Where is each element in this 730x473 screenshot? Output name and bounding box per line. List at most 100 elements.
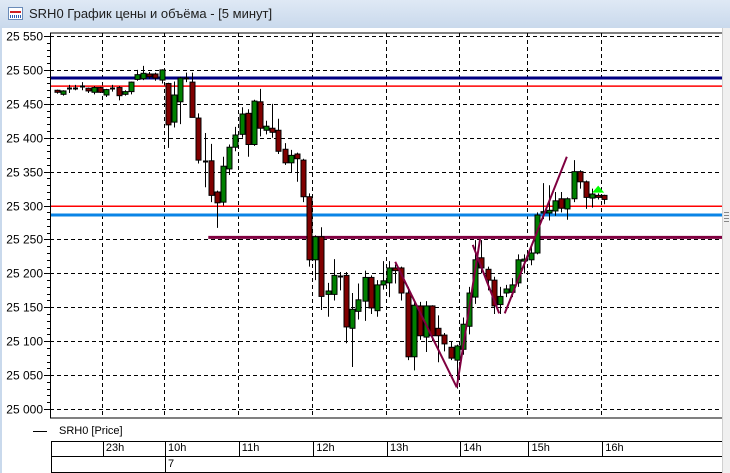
candle <box>528 246 535 266</box>
candle <box>189 72 196 118</box>
candle <box>73 84 78 91</box>
candle <box>203 132 208 188</box>
candle <box>165 82 172 148</box>
candle <box>220 156 227 206</box>
candle-body <box>214 191 221 204</box>
candle <box>97 86 104 93</box>
candle <box>441 333 448 352</box>
candle <box>282 143 289 165</box>
y-tick-label: 25 000 <box>6 403 43 417</box>
candle <box>232 126 239 152</box>
candle <box>159 69 166 84</box>
candle <box>85 87 92 93</box>
vertical-scrollbar[interactable] <box>722 28 730 473</box>
candle <box>91 86 98 95</box>
candle-body <box>349 308 356 329</box>
candle-body <box>583 181 590 198</box>
time-axis-hour-label: 11h <box>238 441 313 457</box>
candle <box>269 103 276 138</box>
y-tick-label: 25 450 <box>6 98 43 112</box>
candle <box>374 280 381 317</box>
candle-body <box>368 276 375 309</box>
candle-body <box>362 276 369 302</box>
candle-body <box>601 194 608 200</box>
candle-body <box>343 274 350 328</box>
candle <box>60 90 67 96</box>
candle-body <box>60 90 67 95</box>
candle-body <box>195 117 202 161</box>
candle-body <box>497 295 504 306</box>
trend-line <box>471 244 501 314</box>
candle <box>239 107 246 138</box>
y-tick-label: 25 400 <box>6 132 43 146</box>
candle <box>564 197 571 220</box>
time-axis-hour-label: 13h <box>387 441 460 457</box>
candle-body <box>300 159 307 198</box>
trend-line <box>394 261 458 388</box>
time-axis-table: 23h 10h 11h 12h 13h 14h 15h 16h 7 <box>51 441 722 473</box>
candle-body <box>54 89 61 93</box>
candle <box>177 76 184 125</box>
candle-body <box>485 268 492 281</box>
candle <box>338 272 343 291</box>
candle-body <box>282 148 289 164</box>
candle-body <box>245 112 252 146</box>
candle-body <box>318 236 325 297</box>
scrollbar-grip-icon[interactable] <box>724 212 729 222</box>
candle <box>306 193 313 267</box>
time-axis-hour-label: 14h <box>460 441 528 457</box>
price-chart[interactable]: 25 550 25 500 25 450 25 400 25 350 25 300 25 2… <box>0 0 722 440</box>
time-axis-hour-label: 10h <box>165 441 239 457</box>
candle-body <box>552 200 559 212</box>
candle-body <box>528 252 535 261</box>
candle-body <box>546 209 553 214</box>
candle <box>294 152 301 182</box>
candle-body <box>435 327 442 337</box>
candle-body <box>448 346 455 359</box>
candle-body <box>411 304 418 358</box>
candle-body <box>91 87 98 93</box>
candle-body <box>503 288 510 294</box>
y-tick-label: 25 300 <box>6 200 43 214</box>
candle <box>275 118 282 155</box>
candle-body <box>405 292 412 358</box>
title-bar: SRH0 График цены и объёма - [5 минут] <box>0 0 730 28</box>
candle-body <box>288 154 295 164</box>
candle <box>67 84 72 93</box>
candle <box>134 69 141 81</box>
time-axis-hour-label: 23h <box>102 441 165 457</box>
candle <box>318 227 325 310</box>
candle <box>140 65 147 81</box>
candle <box>312 235 319 281</box>
candle <box>116 86 123 101</box>
candle <box>103 88 110 98</box>
candle-body <box>159 69 166 81</box>
candle <box>251 99 258 146</box>
candle <box>386 261 393 298</box>
candle-body <box>171 94 178 123</box>
candle <box>595 193 602 200</box>
time-axis-hour-label: 12h <box>313 441 387 457</box>
candle <box>417 301 424 340</box>
candle <box>558 191 565 213</box>
candle-body <box>189 81 196 118</box>
candle <box>583 180 590 209</box>
candle-body <box>564 198 571 210</box>
candle <box>362 270 369 321</box>
candle <box>343 272 350 344</box>
y-tick-label: 25 500 <box>6 64 43 78</box>
candle <box>325 282 332 317</box>
candle <box>552 191 559 216</box>
candle-body <box>386 267 393 284</box>
candle <box>497 286 504 315</box>
candle <box>577 170 584 189</box>
candle <box>503 284 510 298</box>
candle-body <box>380 280 387 286</box>
candle <box>80 82 85 91</box>
candle-body <box>534 214 541 254</box>
candle <box>54 89 61 94</box>
candle <box>263 120 270 135</box>
candle <box>226 144 233 176</box>
candle-body <box>232 134 239 148</box>
trend-line <box>503 156 568 314</box>
